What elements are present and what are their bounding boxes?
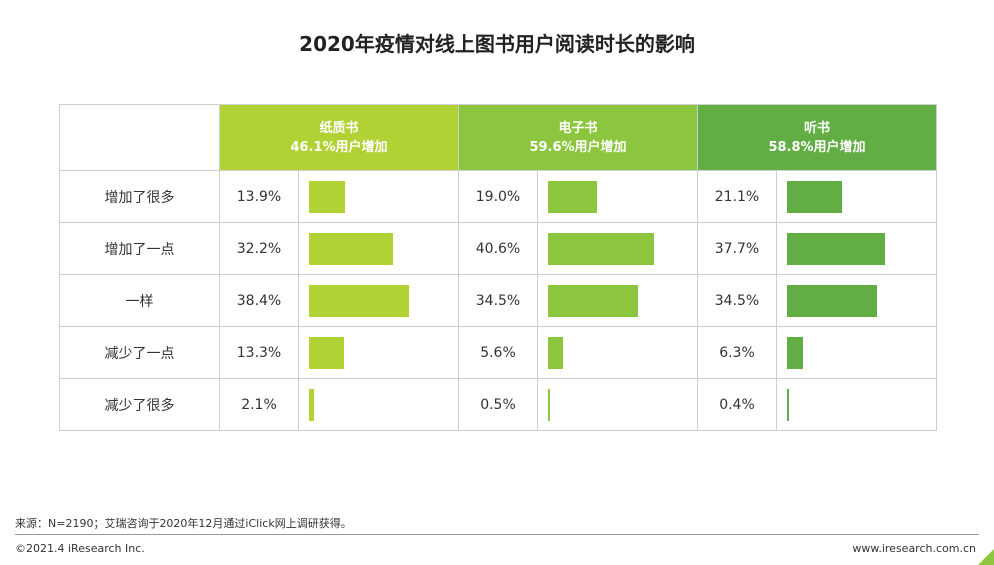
series-name: 听书	[803, 120, 830, 136]
data-row: 一样 38.4% 34.5% 34.5%	[59, 274, 937, 327]
bar	[309, 181, 346, 213]
chart-table: 纸质书 46.1%用户增加 电子书 59.6%用户增加 听书 58.8%用户增加…	[59, 104, 937, 431]
data-row: 增加了一点 32.2% 40.6% 37.7%	[59, 222, 937, 275]
category-label: 减少了很多	[59, 378, 220, 431]
bar	[548, 285, 638, 317]
bar-cell	[776, 170, 937, 223]
bar	[309, 389, 315, 421]
bar-cell	[298, 378, 459, 431]
bar	[787, 233, 886, 265]
bar	[787, 285, 877, 317]
bar	[787, 337, 804, 369]
copyright-text: ©2021.4 iResearch Inc.	[15, 542, 145, 555]
category-label: 增加了很多	[59, 170, 220, 223]
value-label: 13.3%	[219, 326, 299, 379]
value-label: 0.5%	[458, 378, 538, 431]
website-text: www.iresearch.com.cn	[852, 542, 976, 555]
bar	[787, 389, 789, 421]
value-label: 34.5%	[458, 274, 538, 327]
value-label: 6.3%	[697, 326, 777, 379]
bar	[309, 337, 344, 369]
data-row: 增加了很多 13.9% 19.0% 21.1%	[59, 170, 937, 223]
value-label: 37.7%	[697, 222, 777, 275]
header-row: 纸质书 46.1%用户增加 电子书 59.6%用户增加 听书 58.8%用户增加	[59, 104, 937, 171]
category-label: 减少了一点	[59, 326, 220, 379]
bar	[548, 181, 598, 213]
bar-cell	[776, 378, 937, 431]
value-label: 5.6%	[458, 326, 538, 379]
series-name: 电子书	[558, 120, 598, 136]
header-corner-cell	[59, 104, 220, 171]
bar	[309, 233, 393, 265]
value-label: 32.2%	[219, 222, 299, 275]
bar-cell	[298, 222, 459, 275]
bar	[309, 285, 409, 317]
category-label: 增加了一点	[59, 222, 220, 275]
bar-cell	[537, 170, 698, 223]
value-label: 0.4%	[697, 378, 777, 431]
bar-cell	[298, 170, 459, 223]
bar	[548, 337, 563, 369]
bar-cell	[537, 378, 698, 431]
bar-cell	[537, 274, 698, 327]
series-subtitle: 59.6%用户增加	[529, 139, 627, 155]
data-row: 减少了很多 2.1% 0.5% 0.4%	[59, 378, 937, 431]
series-subtitle: 58.8%用户增加	[768, 139, 866, 155]
bar-cell	[537, 326, 698, 379]
bar-cell	[298, 274, 459, 327]
bar-cell	[776, 274, 937, 327]
value-label: 2.1%	[219, 378, 299, 431]
series-header-paper: 纸质书 46.1%用户增加	[219, 104, 459, 171]
value-label: 19.0%	[458, 170, 538, 223]
series-name: 纸质书	[319, 120, 359, 136]
series-header-ebook: 电子书 59.6%用户增加	[458, 104, 698, 171]
chart-title: 2020年疫情对线上图书用户阅读时长的影响	[299, 32, 695, 56]
value-label: 34.5%	[697, 274, 777, 327]
category-label: 一样	[59, 274, 220, 327]
bar-cell	[776, 222, 937, 275]
bar	[787, 181, 842, 213]
corner-accent-triangle	[978, 549, 994, 565]
bar	[548, 233, 654, 265]
data-row: 减少了一点 13.3% 5.6% 6.3%	[59, 326, 937, 379]
series-subtitle: 46.1%用户增加	[290, 139, 388, 155]
series-header-audiobook: 听书 58.8%用户增加	[697, 104, 937, 171]
value-label: 13.9%	[219, 170, 299, 223]
bar-cell	[298, 326, 459, 379]
value-label: 38.4%	[219, 274, 299, 327]
bar-cell	[537, 222, 698, 275]
value-label: 40.6%	[458, 222, 538, 275]
bar-cell	[776, 326, 937, 379]
footer-divider	[15, 534, 979, 535]
bar	[548, 389, 550, 421]
source-note: 来源：N=2190；艾瑞咨询于2020年12月通过iClick网上调研获得。	[15, 517, 352, 530]
value-label: 21.1%	[697, 170, 777, 223]
